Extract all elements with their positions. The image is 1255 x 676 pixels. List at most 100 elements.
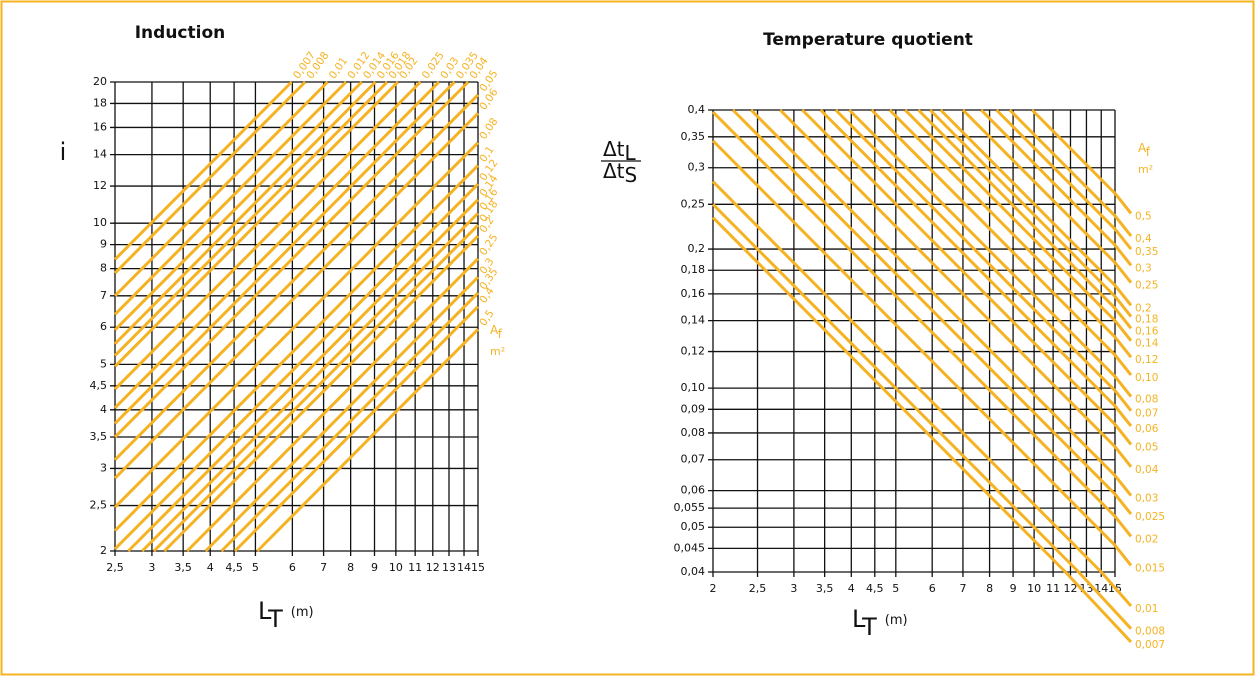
series-line: [711, 180, 1103, 574]
series-line-extension: [1113, 493, 1133, 516]
x-tick-label: 2,5: [106, 561, 124, 574]
series-line: [711, 203, 1080, 574]
legend-title-sub: f: [498, 327, 503, 341]
y-tick-label: 0,14: [681, 314, 706, 327]
series-line: [113, 80, 377, 345]
series-line-extension: [1113, 423, 1133, 446]
series-line: [141, 212, 480, 553]
series-line-extension: [1100, 571, 1133, 607]
series-line-extension: [1113, 405, 1133, 428]
series-line: [870, 108, 1117, 356]
series-line: [917, 108, 1117, 310]
x-axis-label: LT (m): [852, 605, 908, 641]
series-label: 0,5: [1135, 210, 1152, 222]
y-tick-label: 16: [93, 120, 107, 133]
y-tick-label: 0,10: [681, 381, 706, 394]
series-line: [819, 108, 1117, 408]
series-label: 0,02: [1135, 533, 1158, 545]
y-tick-label: 7: [100, 289, 107, 302]
legend-title-sub: f: [1146, 145, 1151, 159]
y-tick-label: 0,055: [674, 501, 706, 514]
series-line-extension: [1113, 214, 1133, 237]
legend-title-main: A: [1138, 141, 1147, 155]
x-tick-label: 4: [848, 582, 855, 595]
series-label: 0,16: [1135, 325, 1159, 337]
y-tick-label: 18: [93, 96, 107, 109]
legend-title-main: A: [490, 323, 499, 337]
series-line: [711, 216, 1067, 574]
series-label: 0,2: [1135, 302, 1152, 314]
series-line-extension: [1113, 389, 1133, 412]
x-tick-label: 5: [892, 582, 899, 595]
series-line: [113, 80, 293, 261]
y-axis-label-main: Δt: [603, 137, 625, 161]
x-tick-label: 11: [408, 561, 422, 574]
series-line: [939, 108, 1117, 287]
x-tick-label: 8: [986, 582, 993, 595]
x-tick-label: 9: [1010, 582, 1017, 595]
x-tick-label: 7: [320, 561, 327, 574]
series-label: 0,08: [1135, 394, 1158, 406]
x-tick-label: 3,5: [174, 561, 192, 574]
series-line: [163, 234, 480, 553]
series-line: [113, 141, 480, 509]
y-tick-label: 0,18: [681, 263, 706, 276]
series-line: [113, 164, 480, 532]
series-line: [1008, 108, 1117, 217]
series-label: 0,007: [1135, 639, 1165, 651]
x-tick-label: 3,5: [816, 582, 834, 595]
series-line: [749, 108, 1117, 477]
y-tick-label: 0,2: [688, 242, 706, 255]
series-label: 0,01: [327, 55, 350, 81]
y-tick-label: 4: [100, 403, 107, 416]
series-line-extension: [1113, 228, 1133, 251]
series-line-extension: [1077, 570, 1133, 630]
series-line: [233, 305, 480, 553]
series-line: [152, 224, 480, 553]
series-line-extension: [1113, 474, 1133, 497]
y-tick-label: 0,3: [688, 161, 706, 174]
series-line-extension: [1113, 319, 1133, 342]
y-tick-label: 0,05: [681, 520, 706, 533]
series-line: [113, 80, 329, 297]
series-line: [113, 80, 389, 357]
series-label: 0,06: [1135, 423, 1159, 435]
y-tick-label: 0,12: [681, 345, 706, 358]
chart-title: Temperature quotient: [763, 30, 973, 50]
series-line: [904, 108, 1117, 322]
series-line-extension: [1113, 375, 1133, 398]
series-line: [961, 108, 1117, 264]
series-label: 0,12: [1135, 354, 1158, 366]
y-tick-label: 0,4: [688, 103, 706, 116]
series-line-extension: [1064, 570, 1133, 643]
x-tick-label: 9: [371, 561, 378, 574]
y-tick-label: 2,5: [90, 499, 108, 512]
x-tick-label: 7: [959, 582, 966, 595]
series-line-extension: [1113, 445, 1133, 468]
series-line-extension: [1113, 515, 1133, 538]
series-label: 0,25: [477, 232, 500, 258]
legend-unit: m²: [490, 345, 505, 358]
y-tick-label: 0,07: [681, 453, 706, 466]
series-line: [888, 108, 1117, 339]
series-line: [801, 108, 1117, 426]
x-axis-label-sub: T: [861, 613, 877, 641]
x-tick-label: 4: [207, 561, 214, 574]
series-line-extension: [1113, 261, 1133, 284]
series-line: [779, 108, 1117, 448]
x-tick-label: 14: [457, 561, 471, 574]
series-line-extension: [1113, 284, 1133, 307]
legend-title: Af: [1138, 141, 1151, 159]
series-label: 0,01: [1135, 603, 1158, 615]
x-tick-label: 6: [929, 582, 936, 595]
legend-unit: m²: [1138, 163, 1153, 176]
y-axis-label-sub: S: [625, 163, 638, 187]
x-tick-label: 10: [1027, 582, 1041, 595]
legend-title: Af: [490, 323, 503, 341]
series-line: [834, 108, 1117, 392]
x-tick-label: 2: [710, 582, 717, 595]
x-tick-label: 8: [347, 561, 354, 574]
series-line: [731, 108, 1117, 496]
